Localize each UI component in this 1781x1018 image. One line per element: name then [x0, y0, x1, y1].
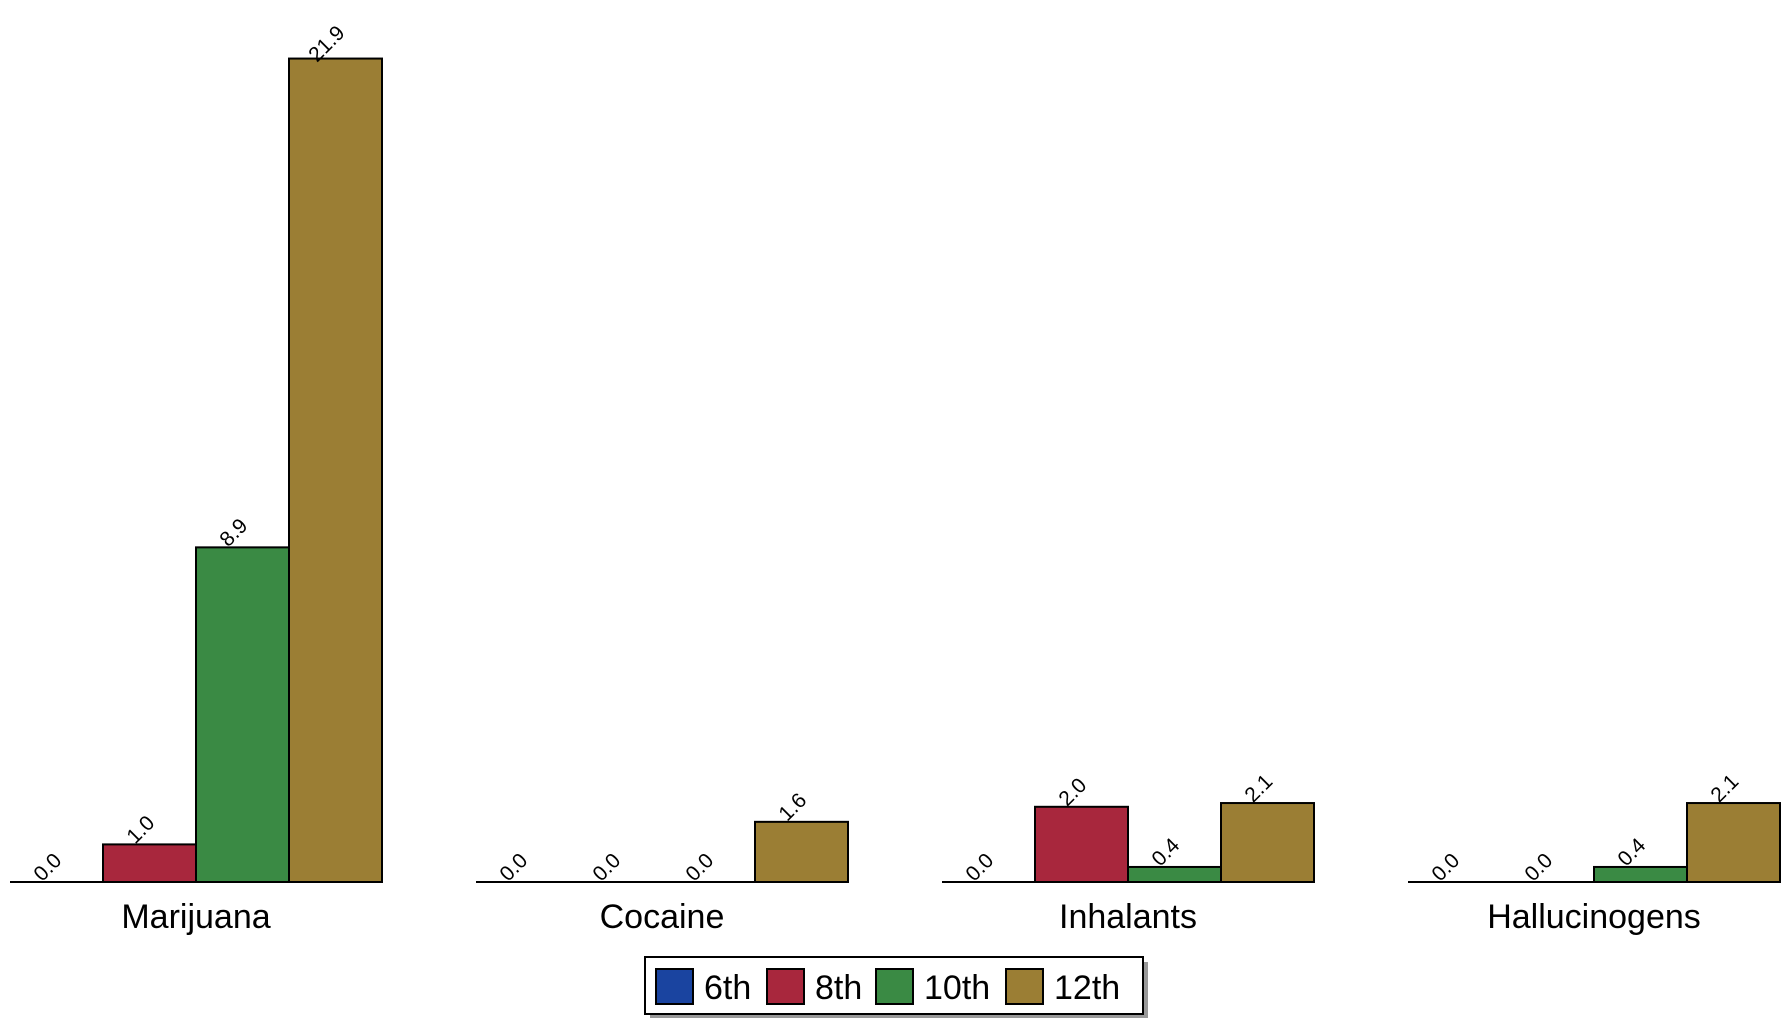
- value-label-inhalants-6th: 0.0: [961, 849, 998, 886]
- bar-inhalants-10th: [1127, 865, 1222, 884]
- value-label-marijuana-6th: 0.0: [29, 849, 66, 886]
- category-label-cocaine: Cocaine: [600, 898, 725, 936]
- legend-label-6th: 6th: [704, 969, 751, 1007]
- legend-swatch-6th: [655, 968, 694, 1005]
- value-label-cocaine-6th: 0.0: [495, 849, 532, 886]
- bar-hallucinogens-12th: [1686, 802, 1781, 883]
- value-label-inhalants-10th: 0.4: [1147, 834, 1184, 871]
- value-label-cocaine-10th: 0.0: [681, 849, 718, 886]
- category-label-hallucinogens: Hallucinogens: [1487, 898, 1701, 936]
- value-label-cocaine-12th: 1.6: [774, 789, 811, 826]
- bar-marijuana-10th: [195, 546, 290, 883]
- bar-marijuana-8th: [102, 843, 197, 884]
- category-label-marijuana: Marijuana: [121, 898, 270, 936]
- legend-swatch-8th: [766, 968, 805, 1005]
- legend-label-8th: 8th: [815, 969, 862, 1007]
- bar-cocaine-12th: [754, 820, 849, 884]
- value-label-cocaine-8th: 0.0: [588, 849, 625, 886]
- value-label-hallucinogens-8th: 0.0: [1520, 849, 1557, 886]
- category-label-inhalants: Inhalants: [1059, 898, 1197, 936]
- legend: 6th 8th 10th 12th: [644, 956, 1148, 1018]
- value-label-hallucinogens-12th: 2.1: [1706, 770, 1743, 807]
- bar-marijuana-12th: [288, 57, 383, 884]
- bar-hallucinogens-10th: [1593, 865, 1688, 884]
- value-label-inhalants-12th: 2.1: [1240, 770, 1277, 807]
- value-label-inhalants-8th: 2.0: [1054, 774, 1091, 811]
- value-label-hallucinogens-10th: 0.4: [1613, 834, 1650, 871]
- legend-swatch-10th: [875, 968, 914, 1005]
- legend-label-10th: 10th: [924, 969, 990, 1007]
- value-label-marijuana-10th: 8.9: [215, 514, 252, 551]
- value-label-marijuana-8th: 1.0: [122, 811, 159, 848]
- bar-inhalants-8th: [1034, 805, 1129, 883]
- legend-swatch-12th: [1005, 968, 1044, 1005]
- bar-inhalants-12th: [1220, 802, 1315, 883]
- value-label-hallucinogens-6th: 0.0: [1427, 849, 1464, 886]
- legend-label-12th: 12th: [1054, 969, 1120, 1007]
